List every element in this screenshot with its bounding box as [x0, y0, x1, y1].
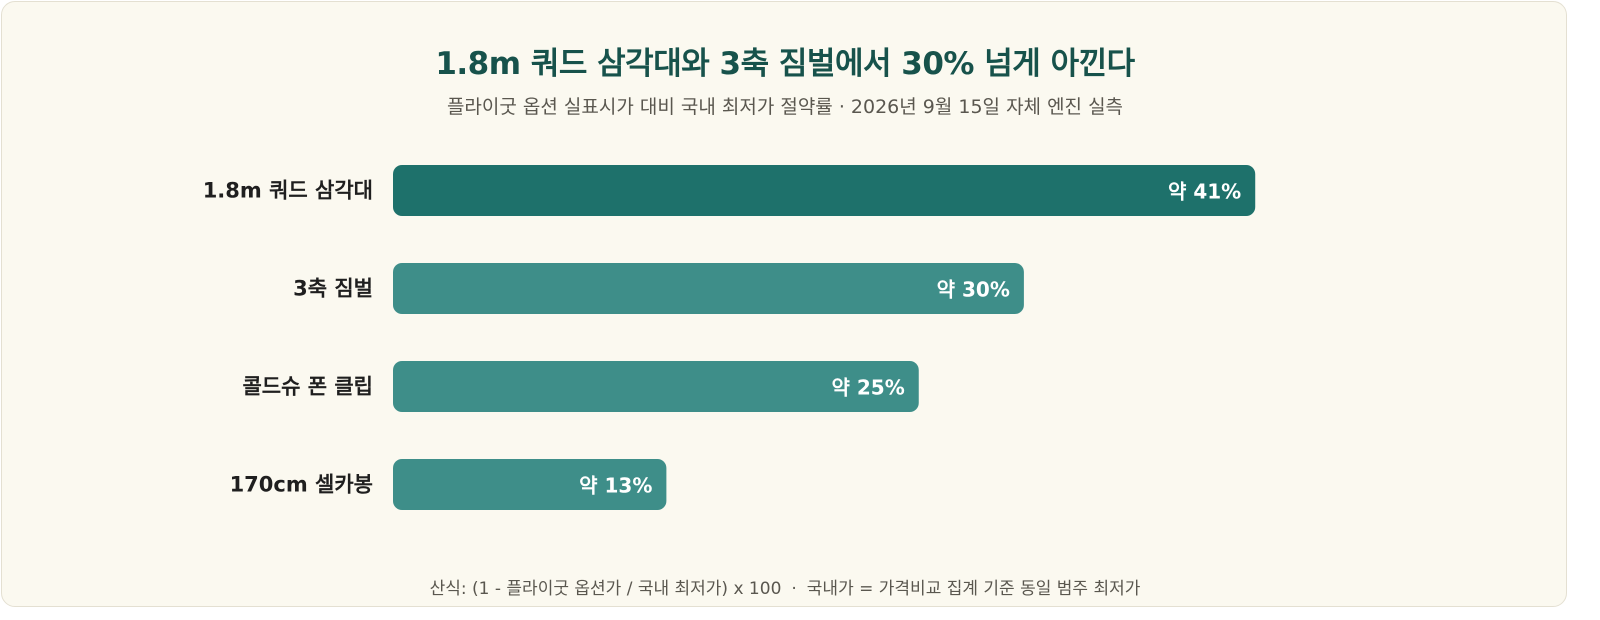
- category-label: 콜드슈 폰 클립: [242, 375, 373, 399]
- bar: [393, 165, 1256, 216]
- chart-card: 1.8m 쿼드 삼각대와 3축 짐벌에서 30% 넘게 아낀다 플라이굿 옵션 …: [1, 1, 1567, 607]
- bar: [393, 459, 667, 510]
- chart-footer: 산식: (1 - 플라이굿 옵션가 / 국내 최저가) x 100 · 국내가 = …: [2, 574, 1568, 599]
- category-label: 170cm 셀카봉: [230, 473, 373, 497]
- footer-note: 국내가 = 가격비교 집계 기준 동일 범주 최저가: [806, 579, 1141, 599]
- chart-title: 1.8m 쿼드 삼각대와 3축 짐벌에서 30% 넘게 아낀다: [435, 46, 1135, 82]
- category-label: 3축 짐벌: [293, 277, 373, 301]
- value-label: 약 30%: [937, 278, 1010, 302]
- bar: [393, 361, 919, 412]
- bar-chart: 1.8m 쿼드 삼각대 약 41% 3축 짐벌 약 30% 콜드슈 폰 클립 약 25% 1…: [203, 165, 1256, 510]
- footer-formula: 산식: (1 - 플라이굿 옵션가 / 국내 최저가) x 100: [429, 579, 782, 599]
- value-label: 약 25%: [832, 376, 905, 400]
- bar: [393, 263, 1024, 314]
- category-label: 1.8m 쿼드 삼각대: [203, 179, 373, 203]
- chart-subtitle: 플라이굿 옵션 실표시가 대비 국내 최저가 절약률 · 2026년 9월 15…: [446, 96, 1124, 118]
- value-label: 약 41%: [1168, 180, 1241, 204]
- footer-separator: ·: [791, 579, 797, 599]
- value-label: 약 13%: [579, 474, 652, 498]
